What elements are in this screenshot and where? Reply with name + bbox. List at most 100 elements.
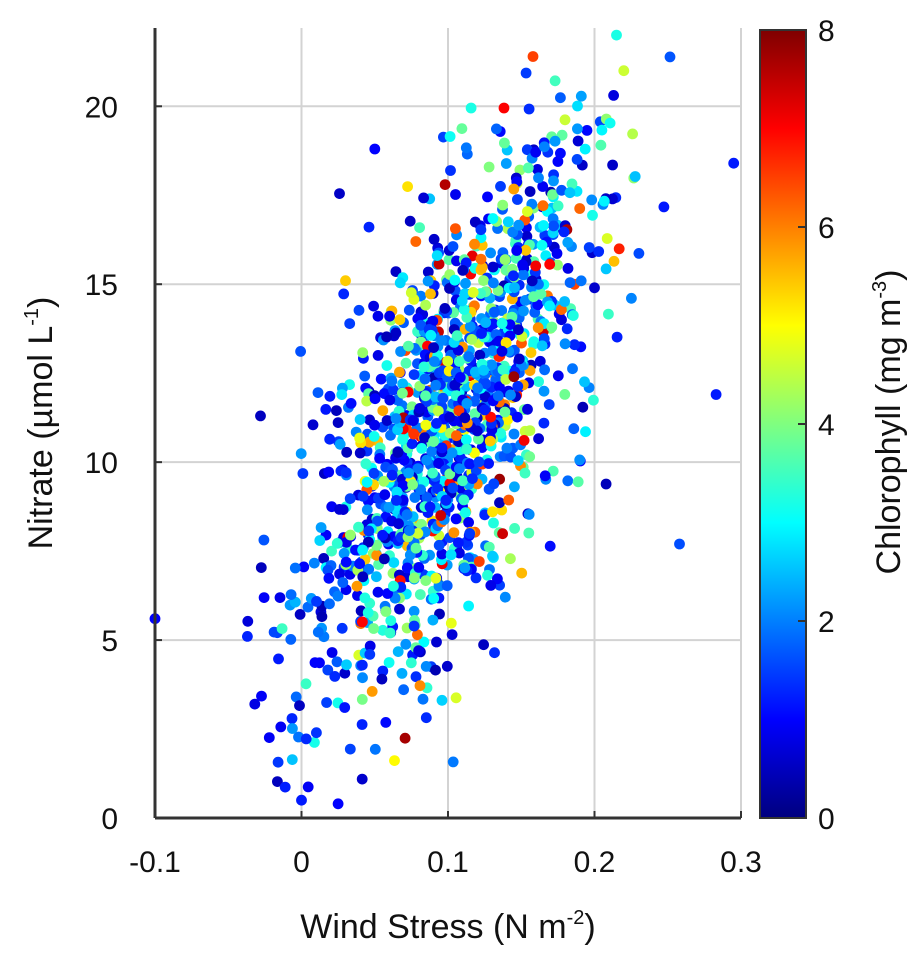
- data-point: [320, 404, 332, 415]
- data-point: [309, 737, 320, 748]
- data-point: [297, 468, 309, 479]
- data-point: [528, 291, 539, 303]
- data-point: [559, 296, 570, 307]
- data-point: [513, 353, 525, 365]
- data-point: [382, 588, 393, 599]
- data-point: [428, 342, 439, 353]
- data-point: [523, 509, 535, 520]
- data-point: [453, 405, 465, 416]
- data-point: [394, 366, 405, 378]
- data-point: [513, 219, 525, 231]
- data-point: [400, 638, 412, 650]
- data-point: [508, 371, 520, 383]
- data-point: [505, 389, 516, 401]
- data-point: [500, 374, 512, 385]
- data-point: [460, 278, 471, 289]
- data-point: [368, 300, 379, 312]
- data-point: [356, 659, 368, 671]
- data-point: [562, 475, 574, 487]
- data-point: [356, 694, 368, 705]
- data-point: [340, 275, 351, 287]
- data-point: [508, 270, 519, 282]
- data-point: [532, 164, 543, 175]
- data-point: [603, 308, 614, 320]
- data-point: [394, 314, 406, 326]
- data-point: [392, 646, 404, 657]
- data-point: [511, 411, 523, 423]
- data-point: [315, 522, 327, 533]
- data-point: [454, 547, 465, 559]
- data-point: [368, 623, 379, 634]
- data-point: [386, 469, 398, 481]
- data-point: [316, 611, 328, 622]
- data-point: [421, 492, 433, 503]
- data-point: [394, 277, 406, 289]
- data-point: [469, 216, 481, 228]
- data-point: [408, 620, 420, 632]
- data-point: [559, 389, 571, 400]
- data-point: [510, 252, 522, 264]
- data-point: [414, 403, 426, 414]
- data-point: [607, 159, 618, 171]
- data-point: [629, 171, 641, 182]
- data-point: [416, 443, 428, 454]
- data-point: [572, 135, 584, 147]
- y-tick-label: 10: [85, 447, 118, 480]
- data-point: [444, 468, 456, 480]
- data-point: [388, 557, 400, 568]
- data-point: [473, 433, 484, 445]
- data-point: [256, 690, 267, 702]
- data-point: [482, 569, 493, 581]
- data-point: [517, 269, 529, 281]
- data-point: [450, 223, 461, 235]
- data-point: [449, 379, 461, 391]
- data-point: [369, 143, 381, 155]
- data-point: [508, 428, 520, 440]
- data-point: [285, 589, 297, 600]
- data-point: [520, 67, 532, 79]
- data-point: [466, 334, 478, 345]
- data-point: [500, 158, 512, 169]
- data-point: [556, 304, 567, 315]
- data-point: [426, 446, 438, 457]
- data-point: [600, 263, 612, 275]
- data-point: [604, 117, 616, 129]
- data-point: [487, 550, 498, 562]
- data-point: [374, 453, 385, 464]
- data-point: [357, 490, 369, 502]
- data-point: [473, 556, 485, 567]
- data-point: [418, 636, 430, 648]
- data-point: [467, 287, 479, 298]
- data-point: [474, 349, 486, 361]
- data-point: [453, 356, 465, 367]
- data-point: [289, 562, 301, 574]
- data-point: [372, 515, 383, 527]
- data-point: [522, 162, 534, 174]
- data-point: [364, 640, 376, 652]
- data-point: [522, 403, 533, 415]
- data-point: [356, 719, 368, 730]
- data-point: [465, 102, 477, 114]
- data-point: [463, 351, 475, 362]
- data-point: [294, 700, 305, 711]
- data-point: [500, 337, 512, 349]
- data-point: [312, 626, 324, 638]
- data-point: [572, 100, 583, 112]
- data-point: [487, 261, 499, 273]
- data-point: [572, 123, 583, 135]
- data-point: [444, 411, 455, 423]
- data-point: [593, 246, 605, 257]
- data-point: [436, 548, 448, 560]
- colorbar-tick-label: 8: [818, 15, 835, 48]
- data-point: [431, 636, 442, 648]
- data-point: [381, 415, 393, 426]
- data-point: [499, 591, 511, 603]
- data-point: [483, 541, 495, 553]
- data-point: [489, 647, 500, 659]
- data-point: [548, 220, 559, 232]
- data-point: [331, 656, 343, 668]
- data-point: [406, 438, 418, 450]
- data-point: [386, 375, 398, 387]
- data-point: [427, 614, 439, 626]
- data-point: [497, 364, 509, 375]
